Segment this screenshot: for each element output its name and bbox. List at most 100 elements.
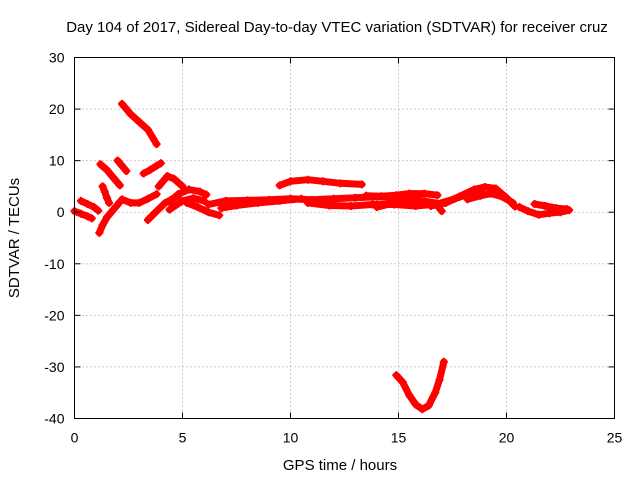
data-point xyxy=(118,99,127,108)
data-point xyxy=(562,205,571,214)
data-point xyxy=(491,184,500,193)
data-point xyxy=(515,203,524,212)
data-point xyxy=(152,161,161,170)
data-point xyxy=(135,117,144,126)
data-point xyxy=(275,181,284,190)
x-tick-label: 0 xyxy=(71,430,79,446)
data-point xyxy=(530,199,539,208)
data-point xyxy=(329,194,338,203)
data-point xyxy=(204,208,213,217)
data-point xyxy=(390,198,399,207)
data-point xyxy=(165,197,174,206)
data-point xyxy=(435,375,444,384)
data-point xyxy=(541,202,550,211)
data-point xyxy=(152,190,161,199)
data-point xyxy=(76,209,85,218)
data-point xyxy=(442,198,451,207)
data-point xyxy=(143,194,152,203)
data-point xyxy=(392,371,401,380)
data-point xyxy=(439,357,448,366)
data-point xyxy=(431,388,440,397)
data-point xyxy=(351,193,360,202)
data-point xyxy=(83,199,92,208)
data-point xyxy=(232,201,241,210)
data-point xyxy=(165,205,174,214)
data-point xyxy=(122,166,131,175)
data-point xyxy=(303,198,312,207)
data-point xyxy=(418,405,427,414)
data-point xyxy=(297,194,306,203)
data-point xyxy=(146,165,155,174)
data-point xyxy=(405,196,414,205)
data-point xyxy=(184,185,193,194)
data-point xyxy=(169,174,178,183)
data-point xyxy=(392,191,401,200)
data-series-arc24 xyxy=(531,200,571,213)
data-point xyxy=(524,207,533,216)
y-tick-label: -30 xyxy=(44,359,64,375)
data-point xyxy=(202,190,211,199)
data-point xyxy=(102,193,111,202)
chart-title: Day 104 of 2017, Sidereal Day-to-day VTE… xyxy=(66,19,608,36)
y-tick-label: -10 xyxy=(44,256,64,272)
data-point xyxy=(115,181,124,190)
data-point xyxy=(76,196,85,205)
data-point xyxy=(377,192,386,201)
data-point xyxy=(204,200,213,209)
data-series-arc5 xyxy=(96,160,124,189)
data-point xyxy=(357,180,366,189)
y-tick-label: -40 xyxy=(44,411,64,427)
data-point xyxy=(163,172,172,181)
data-series-arc2 xyxy=(77,197,102,215)
data-point xyxy=(109,173,118,182)
tick-layer: 0 5 10 15 20 25 -40 -30 -20 -10 0 10 20 30 xyxy=(44,50,622,446)
data-point xyxy=(109,205,118,214)
data-point xyxy=(545,209,554,218)
data-point xyxy=(126,198,135,207)
plot-frame xyxy=(74,57,615,419)
data-point xyxy=(405,391,414,400)
data-point xyxy=(534,210,543,219)
data-point xyxy=(424,401,433,410)
data-point xyxy=(411,400,420,409)
data-point xyxy=(105,198,114,207)
x-tick-label: 25 xyxy=(607,430,623,446)
data-point xyxy=(83,212,92,221)
data-series-arc11 xyxy=(155,172,186,190)
data-point xyxy=(95,228,104,237)
data-point xyxy=(217,204,226,213)
data-point xyxy=(275,196,284,205)
data-series-arc4 xyxy=(99,182,113,207)
data-point xyxy=(426,202,435,211)
data-point xyxy=(100,187,109,196)
data-point xyxy=(182,198,191,207)
data-point xyxy=(143,125,152,134)
data-point xyxy=(480,182,489,191)
data-point xyxy=(346,202,355,211)
data-point xyxy=(126,110,135,119)
x-tick-label: 20 xyxy=(499,430,515,446)
y-axis-label: SDTVAR / TECUs xyxy=(6,178,23,298)
data-point xyxy=(156,159,165,168)
data-point xyxy=(487,189,496,198)
data-point xyxy=(420,189,429,198)
data-point xyxy=(552,204,561,213)
data-series-arc22 xyxy=(464,190,517,207)
y-tick-label: 10 xyxy=(49,153,65,169)
data-point xyxy=(470,185,479,194)
y-tick-label: 0 xyxy=(57,204,65,220)
y-tick-label: 30 xyxy=(49,50,65,66)
data-point xyxy=(135,198,144,207)
data-series-arc9 xyxy=(140,159,165,177)
data-point xyxy=(89,203,98,212)
data-point xyxy=(221,196,230,205)
data-point xyxy=(372,203,381,212)
data-series-arc14 xyxy=(183,199,223,219)
data-point xyxy=(476,191,485,200)
y-tick-label: -20 xyxy=(44,307,64,323)
data-point xyxy=(87,214,96,223)
data-point xyxy=(215,211,224,220)
data-point xyxy=(143,215,152,224)
data-point xyxy=(463,195,472,204)
data-point xyxy=(454,192,463,201)
